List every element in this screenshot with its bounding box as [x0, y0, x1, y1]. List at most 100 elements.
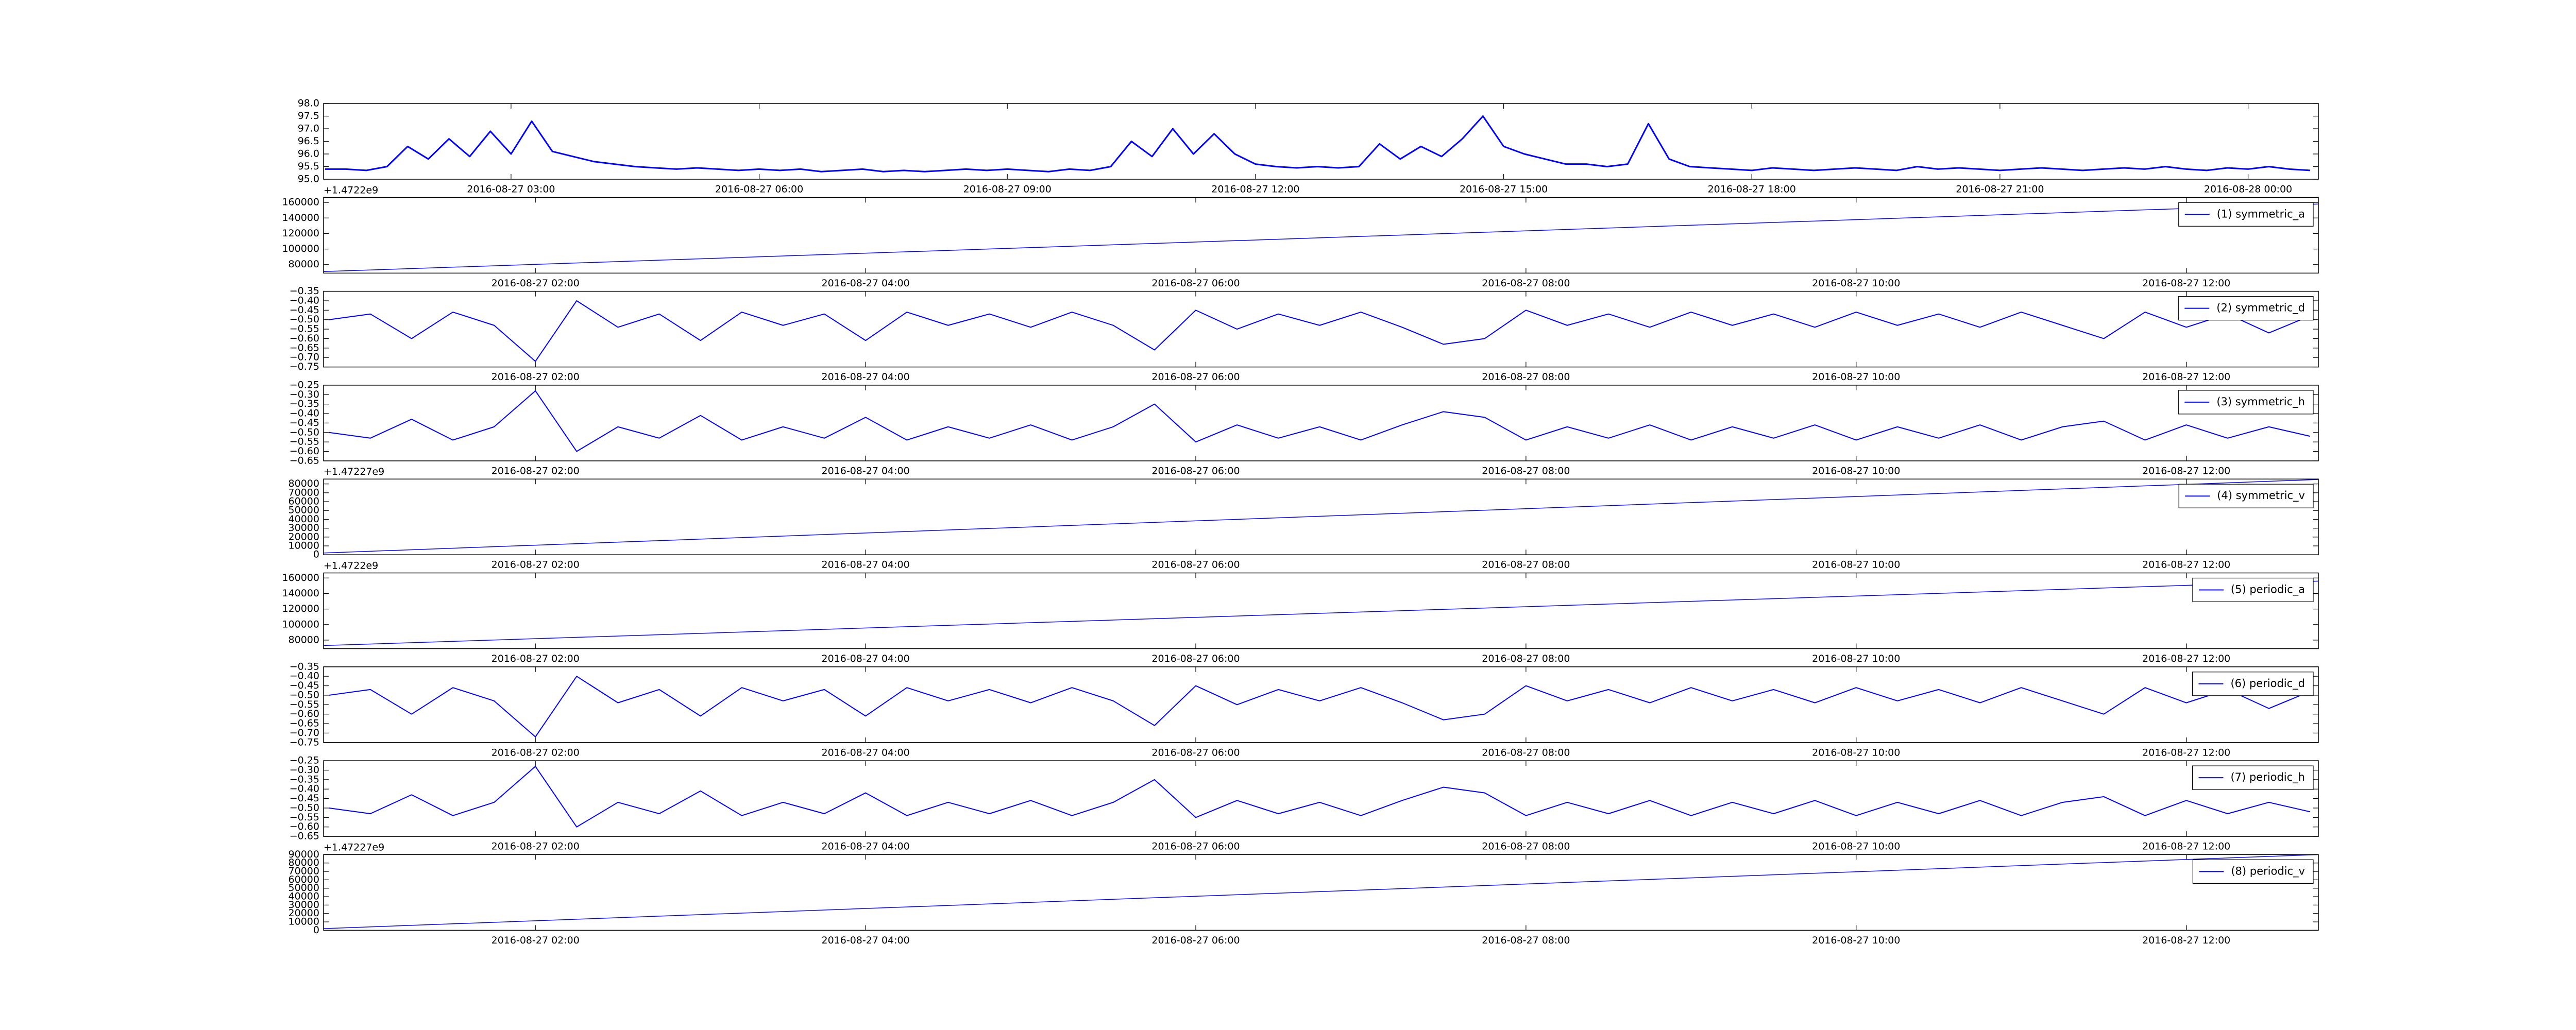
x-tick-label: 2016-08-27 10:00: [1812, 935, 1900, 946]
x-tick-label: 2016-08-27 04:00: [822, 559, 910, 571]
x-tick-label: 2016-08-27 10:00: [1812, 278, 1900, 289]
y-tick-label: −0.65: [290, 831, 319, 842]
x-tick-label: 2016-08-27 10:00: [1812, 841, 1900, 852]
x-tick-label: 2016-08-27 09:00: [963, 184, 1052, 195]
x-tick-label: 2016-08-27 04:00: [822, 465, 910, 476]
y-tick-label: −0.70: [290, 352, 319, 363]
y-tick-label: −0.50: [290, 314, 319, 325]
data-line: [329, 300, 2311, 362]
x-tick-label: 2016-08-27 10:00: [1812, 465, 1900, 476]
x-tick-label: 2016-08-27 08:00: [1482, 465, 1570, 476]
x-tick-label: 2016-08-27 02:00: [492, 559, 580, 571]
y-tick-label: 80000: [289, 634, 319, 645]
legend-label: (6) periodic_d: [2230, 677, 2305, 690]
data-line: [324, 854, 2318, 929]
panel: 0100002000030000400005000060000700008000…: [289, 466, 2319, 571]
y-tick-label: 20000: [289, 531, 319, 542]
y-tick-label: 98.0: [298, 98, 319, 109]
y-tick-label: −0.35: [290, 661, 319, 672]
x-tick-label: 2016-08-27 06:00: [1151, 371, 1240, 383]
y-tick-label: −0.55: [290, 436, 319, 448]
y-tick-label: 20000: [289, 907, 319, 919]
y-tick-label: 60000: [289, 496, 319, 507]
y-tick-label: 160000: [282, 197, 319, 208]
y-tick-label: −0.45: [290, 793, 319, 804]
x-tick-label: 2016-08-27 12:00: [2142, 465, 2230, 476]
axes-frame: [323, 572, 2319, 649]
x-tick-label: 2016-08-27 02:00: [492, 653, 580, 664]
x-tick-label: 2016-08-27 04:00: [822, 841, 910, 852]
y-tick-label: −0.35: [290, 774, 319, 785]
y-tick-label: −0.40: [290, 295, 319, 306]
y-tick-label: −0.40: [290, 671, 319, 682]
legend-label: (4) symmetric_v: [2217, 489, 2305, 502]
x-tick-label: 2016-08-27 12:00: [2142, 278, 2230, 289]
x-tick-label: 2016-08-27 06:00: [1151, 559, 1240, 571]
x-tick-label: 2016-08-27 02:00: [492, 278, 580, 289]
y-tick-label: −0.50: [290, 802, 319, 813]
x-tick-label: 2016-08-27 06:00: [715, 184, 803, 195]
y-tick-label: 30000: [289, 522, 319, 534]
y-tick-label: −0.70: [290, 727, 319, 739]
x-tick-label: 2016-08-27 02:00: [492, 371, 580, 383]
x-tick-label: 2016-08-27 04:00: [822, 653, 910, 664]
offset-text: +1.4722e9: [324, 184, 378, 196]
data-line: [329, 676, 2311, 737]
y-tick-label: 160000: [282, 572, 319, 583]
x-tick-label: 2016-08-27 21:00: [1956, 184, 2044, 195]
x-tick-label: 2016-08-27 08:00: [1482, 747, 1570, 758]
x-tick-label: 2016-08-27 10:00: [1812, 371, 1900, 383]
offset-text: +1.47227e9: [324, 842, 384, 853]
legend-label: (1) symmetric_a: [2217, 208, 2305, 220]
y-tick-label: −0.60: [290, 333, 319, 344]
x-tick-label: 2016-08-27 03:00: [467, 184, 555, 195]
y-tick-label: −0.60: [290, 708, 319, 719]
x-tick-label: 2016-08-27 02:00: [492, 935, 580, 946]
panel: −0.75−0.70−0.65−0.60−0.55−0.50−0.45−0.40…: [290, 661, 2319, 758]
x-tick-label: 2016-08-27 08:00: [1482, 841, 1570, 852]
legend: (2) symmetric_d: [2178, 296, 2314, 321]
y-tick-label: −0.65: [290, 455, 319, 466]
data-line: [329, 766, 2311, 828]
x-tick-label: 2016-08-27 04:00: [822, 371, 910, 383]
panel: 95.0 95.596.096.597.097.598.0 2016-08-27 0…: [298, 98, 2319, 195]
y-tick-label: −0.45: [290, 417, 319, 428]
y-tick-label: −0.25: [290, 379, 319, 390]
legend: (6) periodic_d: [2192, 672, 2314, 696]
y-tick-label: −0.35: [290, 285, 319, 297]
y-tick-label: 50000: [289, 882, 319, 894]
x-tick-label: 2016-08-27 08:00: [1482, 935, 1570, 946]
x-tick-label: 2016-08-27 10:00: [1812, 653, 1900, 664]
y-tick-label: −0.40: [290, 783, 319, 795]
x-tick-label: 2016-08-27 04:00: [822, 935, 910, 946]
x-tick-label: 2016-08-27 12:00: [2142, 841, 2230, 852]
panel: −0.65−0.60−0.55−0.50−0.45−0.40−0.35−0.30…: [290, 755, 2319, 852]
y-tick-label: 80000: [289, 259, 319, 270]
y-tick-label: 100000: [282, 243, 319, 254]
y-tick-label: 96.0: [298, 148, 319, 160]
legend-label: (5) periodic_a: [2231, 583, 2305, 596]
y-tick-label: −0.75: [290, 361, 319, 372]
axes-frame: [323, 854, 2319, 931]
x-tick-label: 2016-08-27 12:00: [2142, 371, 2230, 383]
y-tick-label: 0: [313, 549, 319, 560]
y-tick-label: 50000: [289, 505, 319, 516]
data-line: [324, 203, 2318, 272]
x-tick-label: 2016-08-27 10:00: [1812, 747, 1900, 758]
y-tick-label: 0: [313, 924, 319, 936]
y-tick-label: −0.50: [290, 426, 319, 438]
x-tick-label: 2016-08-27 06:00: [1151, 465, 1240, 476]
panel: 80000 100000 120000 140000 160000 2016-08-27 …: [282, 560, 2319, 664]
panel: −0.65−0.60−0.55−0.50−0.45−0.40−0.35−0.30…: [290, 379, 2319, 476]
legend: (4) symmetric_v: [2178, 484, 2314, 508]
panel: 0100002000030000400005000060000700008000…: [289, 842, 2319, 946]
y-tick-label: 97.5: [298, 110, 319, 122]
x-tick-label: 2016-08-27 04:00: [822, 747, 910, 758]
data-line: [329, 390, 2311, 452]
x-tick-label: 2016-08-27 12:00: [1211, 184, 1299, 195]
legend-label: (7) periodic_h: [2230, 771, 2305, 784]
y-tick-label: 100000: [282, 619, 319, 630]
y-tick-label: −0.50: [290, 689, 319, 700]
y-tick-label: −0.75: [290, 736, 319, 748]
